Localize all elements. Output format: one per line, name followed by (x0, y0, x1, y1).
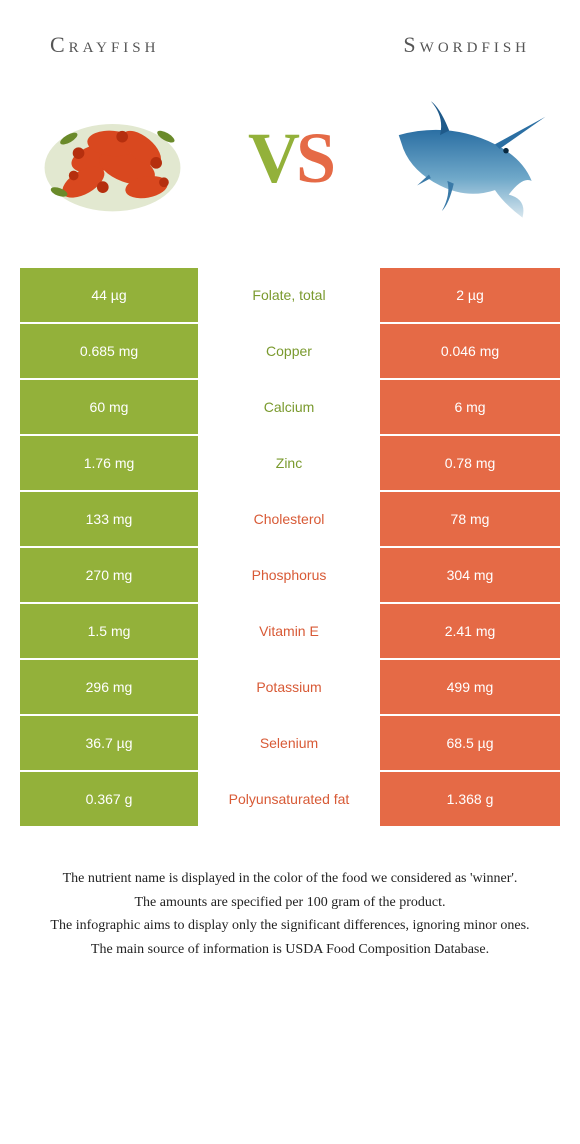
vs-label: V S (248, 122, 332, 194)
left-value: 36.7 µg (20, 716, 200, 772)
vs-v: V (248, 122, 296, 194)
nutrient-label: Polyunsaturated fat (200, 772, 380, 828)
nutrient-label: Folate, total (200, 268, 380, 324)
table-row: 0.685 mgCopper0.046 mg (20, 324, 560, 380)
table-row: 296 mgPotassium499 mg (20, 660, 560, 716)
right-value: 0.046 mg (380, 324, 560, 380)
left-value: 270 mg (20, 548, 200, 604)
nutrient-label: Phosphorus (200, 548, 380, 604)
left-value: 0.685 mg (20, 324, 200, 380)
nutrient-label: Potassium (200, 660, 380, 716)
crayfish-image (30, 88, 195, 228)
images-row: V S (0, 68, 580, 268)
footnote-line: The main source of information is USDA F… (30, 939, 550, 961)
nutrient-label: Copper (200, 324, 380, 380)
footnote-line: The infographic aims to display only the… (30, 915, 550, 937)
right-value: 68.5 µg (380, 716, 560, 772)
footnotes: The nutrient name is displayed in the co… (0, 828, 580, 961)
left-value: 1.5 mg (20, 604, 200, 660)
left-food-title: Crayfish (50, 32, 159, 58)
right-value: 6 mg (380, 380, 560, 436)
left-value: 60 mg (20, 380, 200, 436)
header: Crayfish Swordfish (0, 0, 580, 68)
table-row: 270 mgPhosphorus304 mg (20, 548, 560, 604)
right-food-title: Swordfish (403, 32, 530, 58)
table-row: 0.367 gPolyunsaturated fat1.368 g (20, 772, 560, 828)
left-value: 296 mg (20, 660, 200, 716)
table-row: 1.5 mgVitamin E2.41 mg (20, 604, 560, 660)
nutrient-label: Selenium (200, 716, 380, 772)
nutrient-label: Calcium (200, 380, 380, 436)
nutrient-label: Zinc (200, 436, 380, 492)
table-row: 36.7 µgSelenium68.5 µg (20, 716, 560, 772)
left-value: 1.76 mg (20, 436, 200, 492)
right-value: 304 mg (380, 548, 560, 604)
right-value: 1.368 g (380, 772, 560, 828)
table-row: 133 mgCholesterol78 mg (20, 492, 560, 548)
right-value: 2.41 mg (380, 604, 560, 660)
footnote-line: The nutrient name is displayed in the co… (30, 868, 550, 890)
vs-s: S (296, 122, 332, 194)
swordfish-image (385, 88, 550, 228)
right-value: 499 mg (380, 660, 560, 716)
left-value: 0.367 g (20, 772, 200, 828)
right-value: 78 mg (380, 492, 560, 548)
table-row: 44 µgFolate, total2 µg (20, 268, 560, 324)
left-value: 133 mg (20, 492, 200, 548)
right-value: 2 µg (380, 268, 560, 324)
footnote-line: The amounts are specified per 100 gram o… (30, 892, 550, 914)
table-row: 60 mgCalcium6 mg (20, 380, 560, 436)
table-row: 1.76 mgZinc0.78 mg (20, 436, 560, 492)
comparison-table: 44 µgFolate, total2 µg0.685 mgCopper0.04… (20, 268, 560, 828)
left-value: 44 µg (20, 268, 200, 324)
nutrient-label: Vitamin E (200, 604, 380, 660)
nutrient-label: Cholesterol (200, 492, 380, 548)
right-value: 0.78 mg (380, 436, 560, 492)
